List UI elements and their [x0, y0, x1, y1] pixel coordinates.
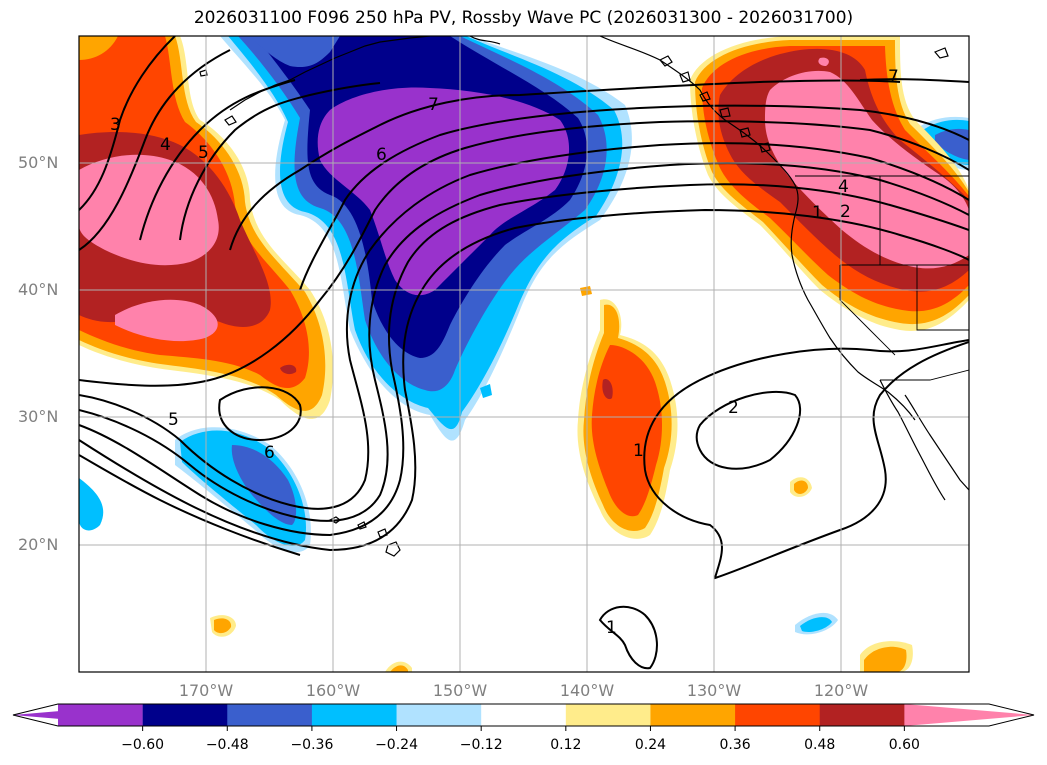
- colorbar-segment: [565, 704, 651, 726]
- colorbar-tick-label: 0.60: [888, 737, 920, 753]
- lon-label: 150°W: [432, 681, 488, 700]
- colorbar-segment: [904, 704, 1034, 726]
- contour-label: 5: [168, 410, 179, 430]
- colorbar-segment: [311, 704, 398, 726]
- colorbar-segment: [227, 704, 313, 726]
- colorbar-tick-label: 0.48: [804, 737, 836, 753]
- contour-label: 7: [888, 67, 899, 87]
- contour-label: 6: [264, 443, 275, 463]
- lat-label: 40°N: [18, 280, 59, 299]
- colorbar-segment: [396, 704, 482, 726]
- colorbar-segment: [58, 704, 143, 726]
- contour-label: 6: [376, 145, 387, 165]
- contour-labels: 3 4 5 6 7 5 6 7 1 2 2 1 4 1: [110, 67, 899, 638]
- lon-label: 120°W: [813, 681, 869, 700]
- contour-label: 2: [840, 202, 851, 222]
- positive-anomaly-north-america: [690, 36, 969, 331]
- contour-label: 3: [110, 115, 121, 135]
- colorbar-tick-label: −0.60: [121, 737, 165, 753]
- lat-label: 50°N: [18, 153, 59, 172]
- contour-label: 2: [728, 398, 739, 418]
- colorbar-tick-label: −0.36: [290, 737, 334, 753]
- colorbar-segment: [650, 704, 736, 726]
- colorbar-tick-label: −0.48: [205, 737, 249, 753]
- colorbar-tick-label: −0.24: [375, 737, 418, 753]
- map-plot: 3 4 5 6 7 5 6 7 1 2 2 1 4 1: [78, 35, 970, 673]
- contour-label: 1: [812, 203, 823, 223]
- colorbar-tick-label: 0.24: [634, 737, 667, 753]
- colorbar-segment: [481, 704, 567, 726]
- contour-label: 1: [633, 441, 644, 461]
- positive-anomaly-central-pacific: [577, 286, 678, 539]
- positive-anomaly-small-patches: [210, 477, 913, 672]
- colorbar-segment: [142, 704, 228, 726]
- lon-label: 140°W: [559, 681, 615, 700]
- colorbar-segment: [735, 704, 821, 726]
- negative-anomaly-subtropics: [79, 384, 838, 635]
- contour-label: 1: [606, 618, 617, 638]
- colorbar-tick-label: 0.36: [719, 737, 751, 753]
- colorbar-tick-label: −0.12: [459, 737, 503, 753]
- political-borders: [795, 175, 969, 381]
- lat-label: 30°N: [18, 407, 59, 426]
- lon-label: 170°W: [178, 681, 234, 700]
- lon-label: 160°W: [305, 681, 361, 700]
- map-title: 2026031100 F096 250 hPa PV, Rossby Wave …: [193, 8, 854, 28]
- colorbar-segment: [819, 704, 905, 726]
- lat-label: 20°N: [18, 535, 59, 554]
- contour-label: 4: [838, 177, 849, 197]
- lon-label: 130°W: [686, 681, 742, 700]
- contour-label: 7: [428, 95, 439, 115]
- contour-label: 4: [160, 135, 171, 155]
- gridlines: [79, 36, 969, 672]
- contour-label: 5: [198, 143, 209, 163]
- colorbar-tick-label: 0.12: [550, 737, 582, 753]
- colorbar-segment: [13, 704, 143, 726]
